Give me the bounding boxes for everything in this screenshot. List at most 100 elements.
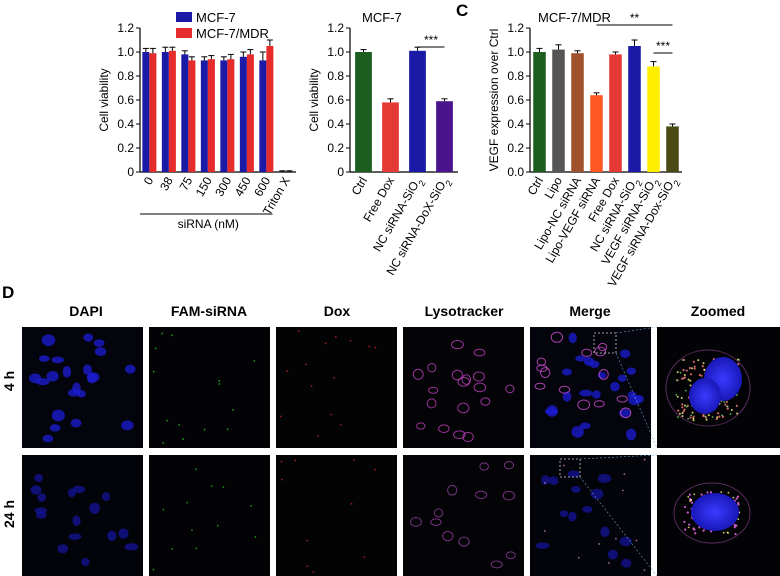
chart-c-bar-6 [647, 66, 660, 172]
speck-24h-fam-3 [195, 547, 198, 550]
lyso-4h-merge-0 [539, 367, 551, 378]
zoom-24h-yellow-14 [720, 491, 723, 494]
chart-a-bar-mcf-7-5 [239, 56, 247, 172]
zoom-4h-red-1 [726, 407, 729, 410]
speck-4h-dox-13 [317, 435, 320, 438]
zoom-4h-yellow-19 [690, 367, 693, 370]
zoom-4h-yellow-35 [689, 384, 692, 387]
chart-b-ytick-label-0: 0 [337, 165, 344, 179]
chart-c-bar-3 [590, 95, 603, 172]
speck-4h-fam-9 [231, 408, 234, 411]
lyso-4h-merge-2 [581, 348, 593, 357]
speck-24h-dox-3 [374, 468, 376, 471]
zoom-24h-yellow-9 [689, 500, 691, 502]
lyso-4h-merge-8 [550, 331, 564, 343]
zoom-4h-green-23 [736, 394, 738, 396]
chart-a-ytick-label-2: 0.4 [117, 117, 134, 131]
speck-4h-fam-8 [154, 347, 157, 350]
nucleus-24h-merge-12 [600, 526, 610, 538]
nucleus-4h-dapi-8 [42, 434, 54, 443]
zoom-24h-magenta-23 [710, 530, 713, 533]
chart-b-ylabel: Cell viability [307, 68, 321, 131]
zoom-4h-yellow-29 [736, 412, 739, 415]
zoom-4h-green-8 [675, 393, 678, 396]
zoom-24h-yellow-12 [690, 499, 693, 501]
nucleus-4h-merge-9 [625, 428, 637, 441]
lyso-4h-13 [473, 348, 486, 357]
panel-letter-c: C [456, 1, 468, 20]
zoom-4h-yellow-30 [702, 362, 705, 365]
nucleus-24h-merge-3 [582, 505, 593, 513]
chart-a-xlabel: siRNA (nM) [178, 217, 239, 231]
chart-a-ytick-label-3: 0.6 [117, 93, 134, 107]
zoom-4h-red-40 [724, 403, 727, 406]
nucleus-24h-dapi-15 [124, 543, 139, 551]
tile-24h-fam-sirna [149, 455, 270, 576]
nucleus-24h-dapi-7 [89, 502, 100, 514]
zoom-24h-yellow-22 [727, 491, 730, 494]
nucleus-24h-merge-4 [571, 485, 581, 493]
nucleus-4h-dapi-5 [41, 334, 56, 347]
zoom-line-24h-bottom [579, 476, 658, 576]
nucleus-4h-dapi-16 [70, 418, 82, 428]
chart-c-title: MCF-7/MDR [538, 10, 611, 25]
chart-a-bar-mcf-7-4 [220, 60, 228, 172]
lyso-4h-2 [427, 363, 437, 373]
col-title-lysotracker: Lysotracker [425, 303, 504, 319]
nucleus-4h-dapi-4 [94, 347, 107, 357]
zoom-4h-red-28 [725, 400, 729, 404]
speck-4h-fam-5 [218, 383, 221, 385]
tile-4h-lysotracker [403, 327, 524, 448]
zoom-24h-magenta-27 [690, 501, 694, 504]
nucleus-4h-dapi-20 [83, 333, 94, 342]
zoom-4h-green-19 [721, 414, 724, 417]
nucleus-4h-dapi-7 [68, 388, 81, 397]
chart-c: 0.0 0.2 0.4 0.6 0.8 1.0 1.2 VEGF expression ove… [487, 10, 683, 289]
lyso-4h-16 [426, 398, 437, 409]
chart-a-ytick-label-5: 1.0 [117, 45, 134, 59]
chart-c-ytick-label-3: 0.6 [507, 93, 524, 107]
col-title-dapi: DAPI [69, 303, 102, 319]
speck-4h-fam-7 [253, 359, 256, 362]
zoom-24h-yellow-8 [732, 496, 735, 499]
nucleus-4h-dapi-15 [124, 364, 136, 374]
chart-b-bar-3 [436, 101, 453, 172]
zoom-4h-red-68 [689, 373, 693, 376]
speck-4h-dox-9 [324, 342, 327, 345]
speck-24h-dox-6 [353, 458, 355, 461]
chart-a-xtick-label-5: 450 [232, 174, 254, 199]
lyso-4h-merge-1 [616, 395, 628, 403]
nucleus-4h-dapi-13 [38, 355, 50, 362]
speck-24h-merge-2 [577, 556, 580, 559]
nucleus-4h-merge-10 [618, 374, 627, 382]
speck-24h-fam-6 [191, 529, 193, 532]
lyso-24h-1 [433, 508, 444, 518]
chart-a-bar-mcf-7-3 [200, 60, 208, 172]
speck-24h-fam-4 [171, 548, 174, 550]
nucleus-24h-merge-2 [535, 542, 550, 550]
chart-c-ytick-label-4: 0.8 [507, 69, 524, 83]
zoom-4h-red-12 [693, 365, 696, 368]
zoom-4h-green-14 [675, 379, 678, 381]
zoomed-cell-24h [673, 482, 751, 544]
chart-c-ytick-label-2: 0.4 [507, 117, 524, 131]
chart-a-bar-mcf-7-mdr-4 [227, 59, 235, 173]
zoom-24h-magenta-13 [686, 511, 689, 514]
nucleus-4h-merge-14 [562, 391, 572, 402]
zoom-24h-magenta-4 [687, 523, 691, 526]
zoom-4h-yellow-25 [676, 395, 679, 398]
zoom-24h-magenta-20 [698, 526, 701, 529]
nucleus-24h-merge-7 [541, 475, 550, 485]
nucleus-24h-merge-5 [548, 476, 559, 486]
zoom-24h-magenta-22 [736, 495, 739, 498]
lyso-4h-10 [472, 371, 485, 382]
chart-c-bar-1 [552, 49, 565, 172]
chart-a-legend-label-mcf-7: MCF-7 [196, 10, 236, 25]
chart-c-bar-5 [628, 46, 641, 172]
nucleus-4h-merge-21 [626, 367, 637, 375]
lyso-4h-merge-11 [598, 369, 609, 380]
nucleus-4h-dapi-19 [121, 420, 134, 431]
zoom-4h-yellow-1 [676, 371, 679, 374]
